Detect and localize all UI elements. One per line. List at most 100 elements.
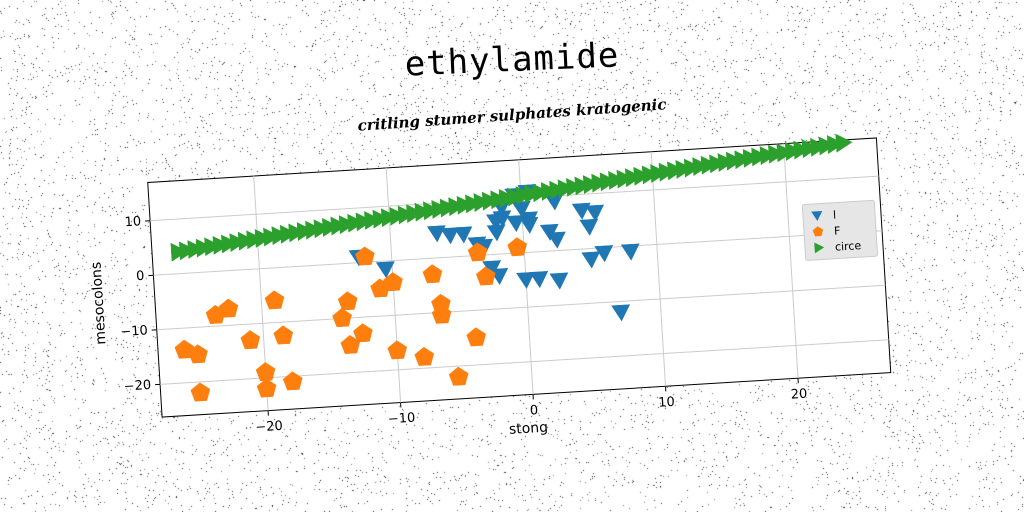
point-circe: [473, 193, 491, 212]
x-tick-label: 10: [658, 395, 675, 411]
point-F: [256, 378, 277, 398]
point-circe: [380, 208, 399, 228]
point-circe: [195, 238, 213, 258]
point-l: [440, 227, 460, 245]
y-tick-label: 0: [136, 269, 145, 284]
point-l: [549, 272, 569, 290]
x-tick-label: 0: [529, 403, 538, 418]
point-circe: [347, 213, 365, 233]
point-F: [337, 291, 358, 311]
point-circe: [759, 146, 777, 166]
point-F: [466, 327, 486, 347]
point-circe: [490, 190, 508, 210]
point-circe: [524, 184, 542, 204]
legend-box: [801, 199, 878, 261]
point-l: [375, 261, 395, 279]
point-circe: [237, 231, 255, 251]
point-circe: [633, 166, 651, 186]
legend-marker-F: [812, 226, 824, 237]
point-circe: [658, 162, 676, 182]
point-F: [240, 330, 261, 350]
point-circe: [221, 234, 239, 254]
point-circe: [734, 150, 752, 170]
point-circe: [801, 139, 819, 159]
point-circe: [448, 197, 466, 217]
point-circe: [313, 219, 331, 239]
point-circe: [372, 209, 390, 229]
point-circe: [591, 173, 609, 193]
point-F: [507, 237, 527, 257]
point-circe: [330, 216, 348, 236]
x-grid-line: [783, 143, 799, 379]
y-tick-label: −20: [123, 378, 151, 395]
point-circe: [187, 240, 205, 259]
point-l: [546, 231, 566, 249]
point-F: [190, 382, 211, 402]
point-circe: [566, 177, 584, 197]
point-circe: [254, 229, 272, 248]
point-circe: [717, 153, 735, 172]
x-tick-label: −10: [387, 411, 415, 428]
point-circe: [456, 195, 474, 215]
point-circe: [305, 220, 323, 240]
point-circe: [599, 172, 617, 192]
point-circe: [423, 201, 441, 221]
point-l: [426, 225, 446, 243]
point-circe: [271, 226, 289, 246]
point-circe: [431, 200, 449, 219]
point-circe: [515, 186, 533, 206]
point-circe: [650, 164, 668, 183]
y-tick-label: −10: [120, 323, 148, 340]
point-l: [519, 216, 539, 234]
point-l: [581, 251, 601, 269]
point-l: [579, 218, 599, 236]
point-l: [506, 214, 525, 233]
point-circe: [296, 222, 314, 241]
point-l: [486, 224, 506, 242]
point-l: [611, 304, 631, 322]
point-circe: [279, 224, 298, 244]
point-F: [448, 366, 469, 386]
point-circe: [709, 154, 727, 174]
point-circe: [793, 140, 811, 160]
point-circe: [288, 223, 306, 243]
point-circe: [263, 227, 281, 247]
point-circe: [178, 241, 197, 261]
point-F: [414, 346, 434, 366]
point-F: [273, 325, 294, 345]
point-circe: [616, 169, 634, 189]
point-circe: [507, 187, 525, 207]
point-l: [571, 202, 591, 220]
point-circe: [784, 142, 802, 161]
point-F: [355, 246, 375, 266]
point-circe: [212, 235, 230, 255]
y-tick-label: 10: [124, 214, 141, 230]
point-circe: [229, 233, 247, 253]
point-circe: [675, 159, 693, 179]
point-circe: [204, 237, 222, 257]
point-F: [188, 344, 208, 364]
legend-label-F: F: [834, 224, 841, 237]
point-circe: [641, 165, 659, 185]
point-circe: [726, 151, 744, 171]
point-circe: [389, 206, 407, 226]
point-circe: [810, 137, 828, 157]
point-circe: [751, 147, 769, 167]
point-circe: [498, 188, 516, 208]
point-circe: [246, 230, 264, 250]
point-circe: [364, 211, 382, 230]
point-l: [485, 213, 505, 231]
point-F: [387, 340, 407, 360]
point-l: [516, 271, 535, 289]
point-circe: [532, 183, 550, 203]
point-circe: [549, 180, 567, 200]
point-circe: [692, 157, 710, 177]
point-circe: [540, 182, 558, 201]
point-F: [422, 264, 443, 284]
point-circe: [574, 176, 592, 196]
point-circe: [481, 191, 500, 211]
point-l: [529, 271, 549, 289]
point-F: [370, 278, 390, 298]
point-circe: [625, 168, 643, 188]
